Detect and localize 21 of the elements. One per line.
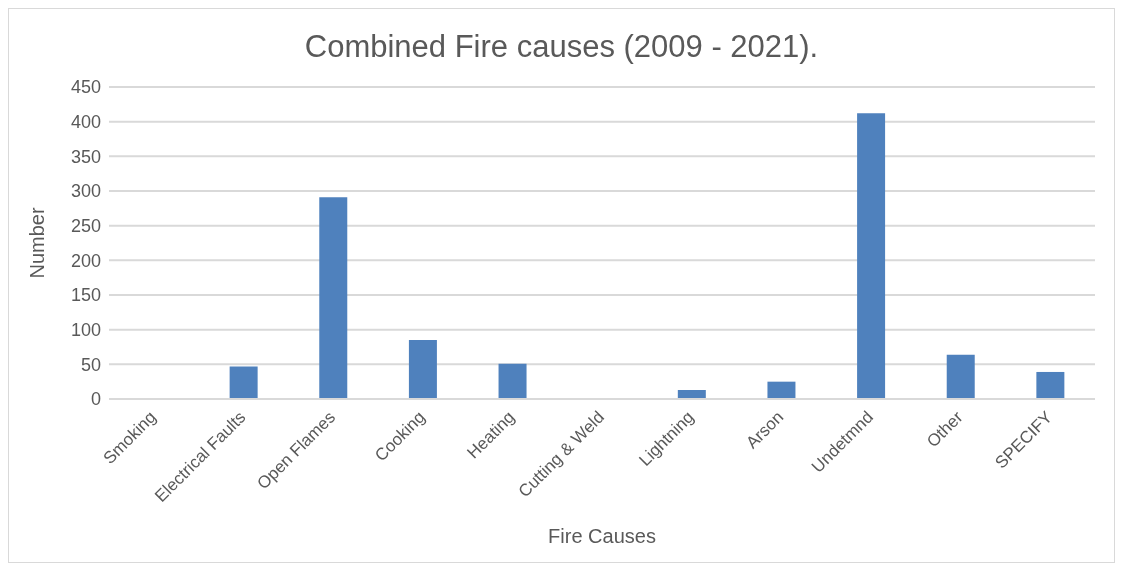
bar: [498, 363, 527, 399]
bar: [857, 113, 886, 399]
bar: [319, 197, 348, 399]
chart-title: Combined Fire causes (2009 - 2021).: [303, 29, 820, 66]
y-tick-label: 250: [70, 216, 101, 237]
y-tick-label: 400: [70, 112, 101, 133]
y-tick-label: 100: [70, 320, 101, 341]
y-tick-label: 50: [80, 354, 101, 375]
y-tick-label: 450: [70, 77, 101, 98]
y-tick-label: 350: [70, 146, 101, 167]
bar: [1036, 371, 1065, 399]
bar: [767, 381, 796, 399]
y-tick-label: 150: [70, 285, 101, 306]
y-tick-label: 300: [70, 181, 101, 202]
bar: [229, 366, 258, 399]
y-tick-label: 200: [70, 250, 101, 271]
bar: [408, 340, 437, 399]
y-tick-label: 0: [90, 389, 101, 410]
bar: [946, 354, 975, 399]
x-axis-title: Fire Causes: [548, 525, 656, 547]
y-axis-title: Number: [26, 207, 49, 279]
